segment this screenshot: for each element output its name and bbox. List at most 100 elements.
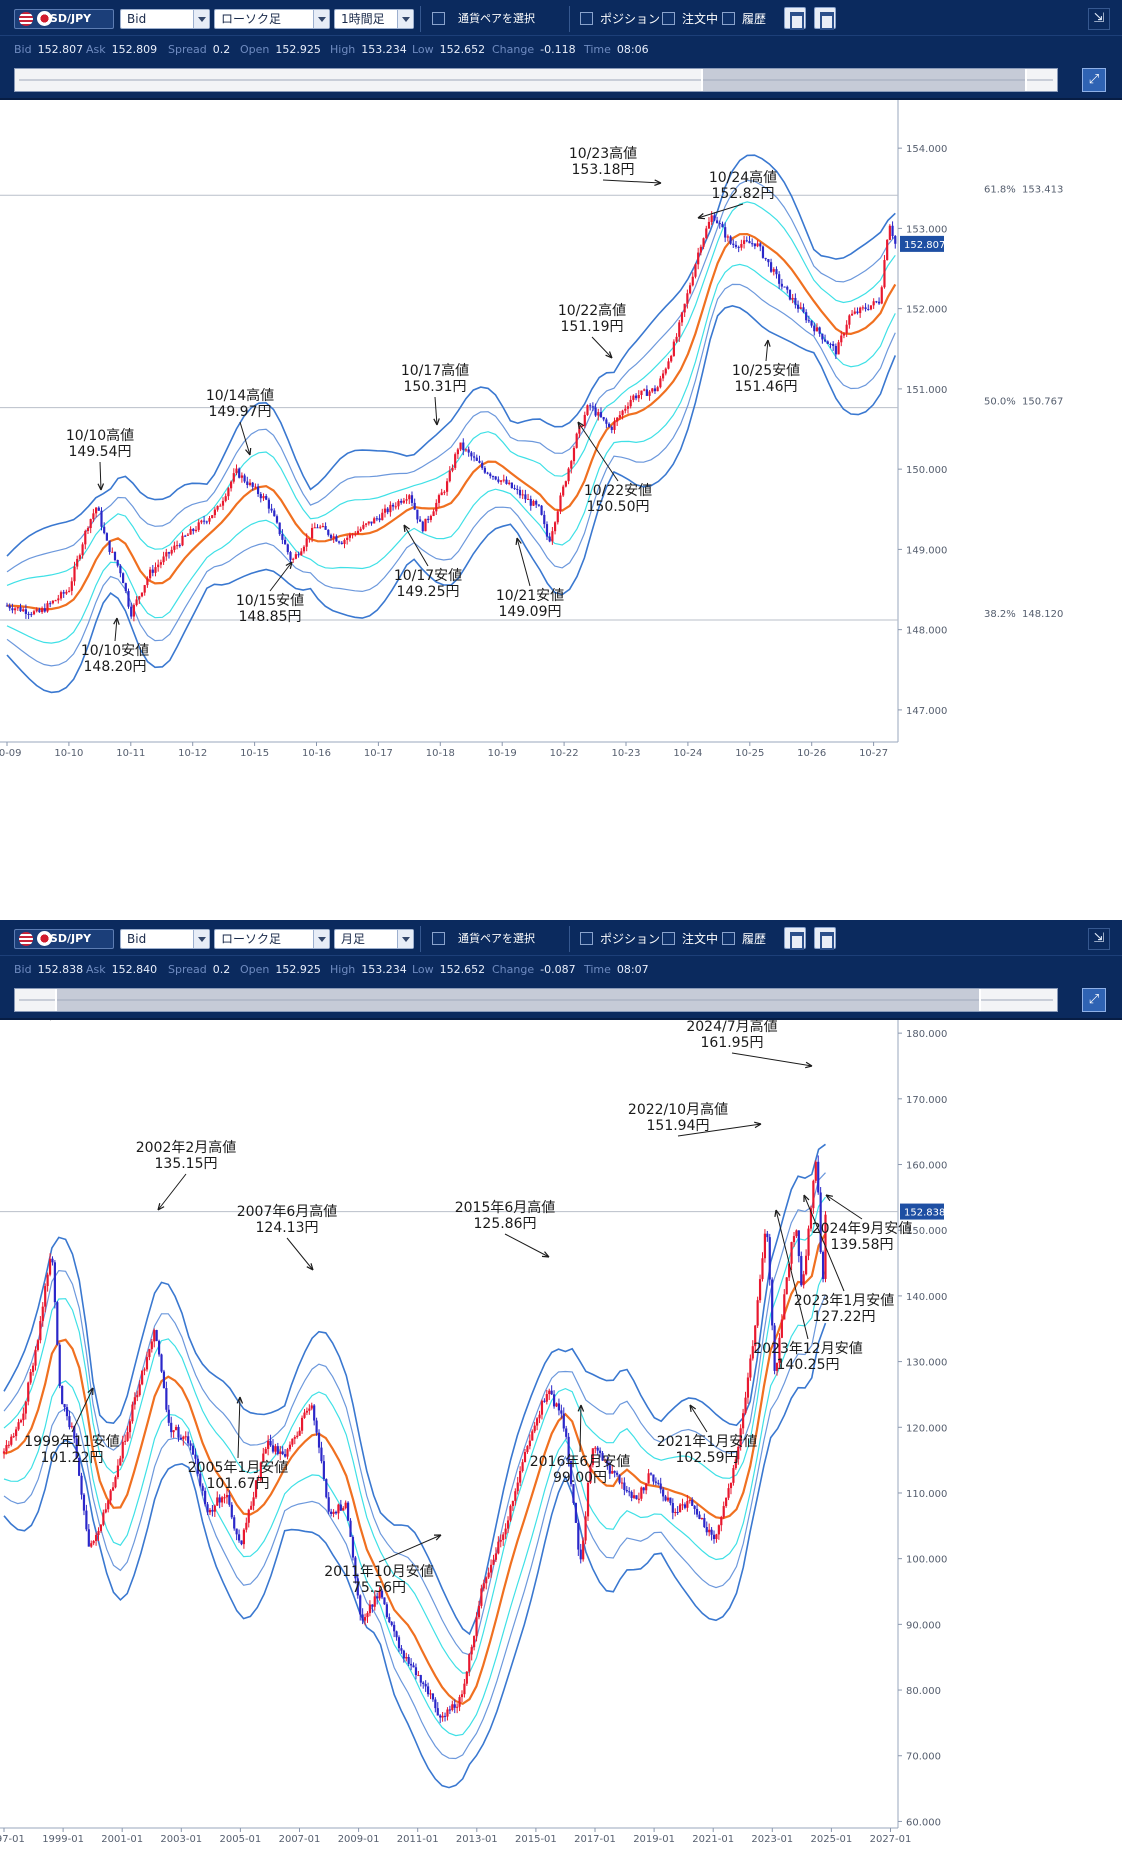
chart-type-select[interactable]: ローソク足 [214,9,330,29]
annotation-arrow [378,1534,442,1563]
candle-body [251,482,254,487]
candle-body [383,1597,386,1605]
candle-body [412,1665,415,1668]
price-type-select[interactable]: Bid [120,929,210,949]
x-tick-label: 10-16 [302,748,331,759]
candle-body [367,521,370,524]
annotation-arrowhead [97,483,105,491]
candle-body [531,1431,534,1441]
bollinger-band-outer [6,304,897,694]
history-checkbox[interactable] [722,932,735,945]
candle-body [32,611,36,615]
candle-body [58,1344,61,1386]
candle-body [794,297,797,305]
window-icon[interactable] [814,927,836,950]
candle-body [869,305,873,310]
export-icon[interactable] [784,927,806,950]
candle-body [30,614,33,616]
candle-body [8,605,11,609]
position-checkbox[interactable] [580,12,593,25]
candle-body [85,1510,88,1530]
navigator-bar: ⤢ [0,62,1122,100]
candle-body [194,529,198,532]
annotation-arrow [602,179,662,184]
annotation-arrow [591,336,613,359]
orders-checkbox[interactable] [662,932,675,945]
candle-body [737,246,740,248]
open-label: Open [240,963,270,976]
candle-body [327,1497,330,1512]
collapse-icon[interactable]: ⇲ [1088,8,1110,30]
navigator-window[interactable] [55,989,981,1011]
candle-body [648,391,651,396]
candle-body [310,527,314,539]
candle-body [394,506,397,508]
timeframe-select[interactable]: 1時間足 [334,9,414,29]
navigator-window[interactable] [701,69,1027,91]
candle-body [821,1252,825,1279]
candle-body [230,1504,233,1518]
candle-body [107,1500,110,1510]
candle-body [686,1501,689,1508]
candle-body [346,537,349,540]
candle-body [783,286,786,288]
zoom-icon[interactable]: ⤢ [1082,988,1106,1012]
candle-body [652,1474,655,1482]
pair-select-checkbox[interactable] [432,12,445,25]
symbol-button[interactable]: USD/JPY [14,9,114,29]
export-icon[interactable] [784,7,806,30]
candle-body [94,507,98,514]
window-icon[interactable] [814,7,836,30]
spread-label: Spread [168,43,207,56]
candle-body [189,1443,192,1446]
orders-checkbox[interactable] [662,12,675,25]
candle-body [265,496,268,500]
x-tick-label: 2015-01 [515,1834,557,1845]
chart-type-select[interactable]: ローソク足 [214,929,330,949]
candle-body [645,389,648,396]
annotation-arrowhead [605,351,613,359]
candle-body [19,607,22,612]
annotation-value: 150.31円 [404,379,467,395]
candle-body [785,1277,788,1295]
candle-body [572,1484,575,1503]
candle-body [410,1663,413,1666]
candle-body [274,1446,277,1452]
candle-body [602,417,605,420]
candle-body [589,1464,592,1483]
symbol-button[interactable]: USD/JPY [14,929,114,949]
pair-select-checkbox[interactable] [432,932,445,945]
candle-body [416,509,419,520]
x-tick-label: 10-23 [611,748,640,759]
x-tick-label: 2011-01 [397,1834,439,1845]
navigator-track[interactable] [14,988,1058,1012]
candle-body [38,609,41,613]
candle-body [283,1454,287,1457]
candle-body [661,373,665,379]
price-type-select[interactable]: Bid [120,9,210,29]
annotation-value: 102.59円 [676,1450,739,1466]
position-checkbox[interactable] [580,932,593,945]
candle-body [834,345,837,355]
candle-body [634,395,638,399]
open-value: 152.925 [275,963,321,976]
candle-body [267,499,270,509]
y-tick-label: 60.000 [906,1817,941,1828]
candle-body [465,1671,468,1684]
candle-body [92,1540,95,1544]
candle-body [448,1709,451,1711]
candle-body [729,1482,733,1489]
collapse-icon[interactable]: ⇲ [1088,928,1110,950]
zoom-icon[interactable]: ⤢ [1082,68,1106,92]
low-value: 152.652 [439,43,486,56]
timeframe-select[interactable]: 月足 [334,929,414,949]
candle-body [179,1437,182,1440]
history-checkbox[interactable] [722,12,735,25]
plot-background [0,1020,1122,1849]
candle-body [324,526,327,530]
candle-body [737,1446,740,1460]
candle-body [320,1447,323,1462]
navigator-track[interactable] [14,68,1058,92]
candle-body [310,1405,313,1409]
candle-body [640,1487,643,1499]
